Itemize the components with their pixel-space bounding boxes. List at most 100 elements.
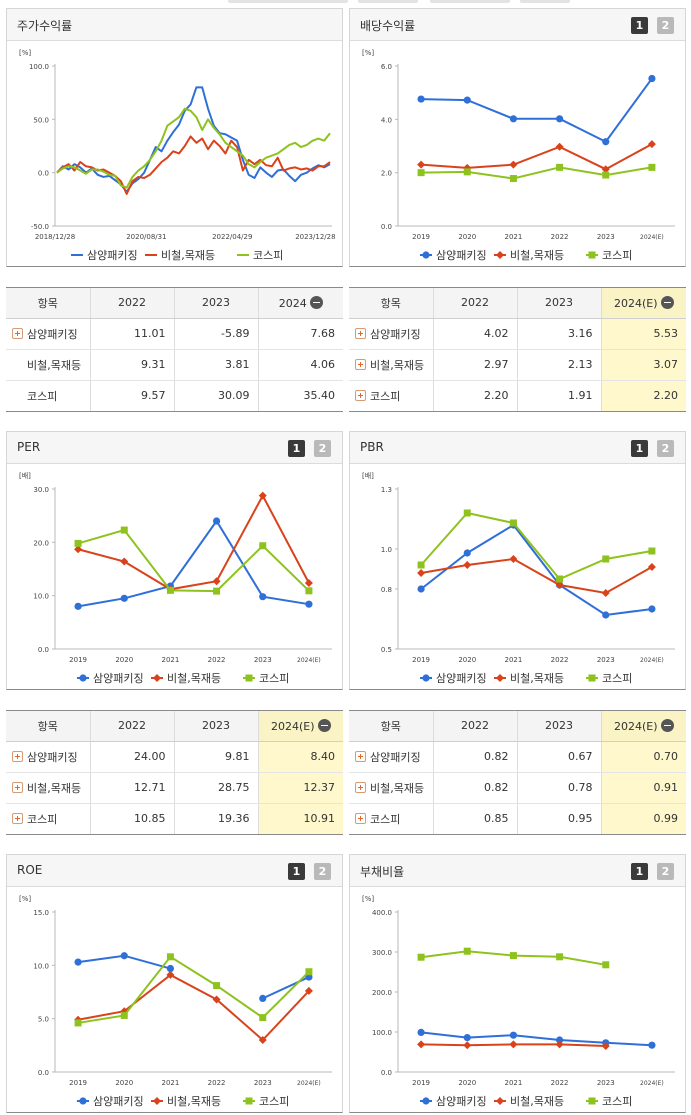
data-point (259, 994, 267, 1002)
minus-circle-icon[interactable] (660, 295, 674, 309)
data-point (417, 1028, 425, 1036)
table-cell: 9.31 (89, 349, 174, 381)
legend-marker (496, 251, 504, 259)
page-1-icon[interactable]: 1 (288, 863, 305, 880)
plus-square-icon[interactable] (12, 781, 23, 793)
panel-title: PBR (360, 440, 384, 454)
legend-item: 비철,목재등 (145, 249, 215, 262)
plus-square-icon[interactable] (355, 750, 366, 762)
y-tick-label: 100.0 (372, 1029, 392, 1037)
legend-item: 삼양패키징 (420, 1095, 487, 1108)
page-1-icon[interactable]: 1 (288, 440, 305, 457)
legend-label: 삼양패키징 (436, 249, 487, 262)
x-tick-label: 2022 (208, 656, 226, 664)
data-point (509, 1040, 518, 1049)
series-0 (74, 517, 313, 610)
table-cell: 2.20 (432, 380, 517, 411)
legend-label: 비철,목재등 (167, 672, 221, 685)
page-1-icon[interactable]: 1 (631, 440, 648, 457)
x-tick-label: 2020 (458, 233, 476, 241)
legend-label: 삼양패키징 (436, 1095, 487, 1108)
legend-label: 코스피 (259, 672, 289, 685)
table-cell: 3.07 (600, 349, 686, 381)
legend-label: 코스피 (602, 1095, 632, 1108)
panel-header: 배당수익률 1 2 (350, 9, 685, 41)
x-tick-label: 2023 (254, 1079, 272, 1087)
legend-label: 삼양패키징 (93, 1095, 144, 1108)
y-tick-label: 0.0 (381, 223, 392, 231)
y-tick-label: 0.0 (38, 170, 49, 178)
legend-item: 코스피 (586, 672, 632, 685)
x-tick-label: 2018/12/28 (35, 233, 75, 241)
plus-square-icon[interactable] (355, 812, 366, 824)
data-point (463, 561, 472, 569)
minus-circle-icon[interactable] (660, 718, 674, 732)
x-tick-label: 2023 (597, 233, 615, 241)
table-header: 2024(E) (257, 711, 343, 742)
table-cell: 4.06 (257, 349, 343, 381)
x-tick-label: 2019 (69, 656, 87, 664)
legend-label: 코스피 (602, 249, 632, 262)
table-header: 항목 (349, 288, 433, 319)
data-point (166, 586, 174, 594)
y-tick-label: -50.0 (31, 223, 49, 231)
data-point (601, 165, 610, 174)
data-point (166, 970, 175, 979)
page-2-icon[interactable]: 2 (314, 863, 331, 880)
legend-item: 삼양패키징 (71, 249, 138, 262)
plus-square-icon[interactable] (355, 389, 366, 401)
page-2-icon[interactable]: 2 (657, 17, 674, 34)
series-line (420, 523, 653, 617)
minus-circle-icon[interactable] (317, 718, 331, 732)
plus-square-icon[interactable] (355, 781, 366, 793)
panel-title: 주가수익률 (17, 19, 73, 33)
series-1 (74, 491, 313, 594)
series-2 (417, 947, 610, 969)
data-point (417, 585, 425, 593)
plus-square-icon[interactable] (12, 750, 23, 762)
series-0 (74, 952, 313, 1002)
data-point (305, 587, 313, 595)
page-2-icon[interactable]: 2 (657, 863, 674, 880)
table-cell: 10.85 (89, 803, 174, 834)
minus-circle-icon[interactable] (309, 295, 323, 309)
y-tick-label: 20.0 (33, 539, 49, 547)
table-row: 비철,목재등 0.82 0.78 0.91 (349, 772, 686, 804)
table-row: 비철,목재등 2.97 2.13 3.07 (349, 349, 686, 381)
panel-title: ROE (17, 863, 43, 877)
plus-square-icon[interactable] (355, 358, 366, 370)
data-point (647, 140, 656, 149)
plus-square-icon[interactable] (12, 812, 23, 824)
y-tick-label: 10.0 (33, 962, 49, 970)
table-cell: 0.82 (432, 772, 517, 804)
unit-label: [%] (362, 49, 374, 57)
series-2 (74, 953, 313, 1027)
x-tick-label: 2022 (551, 233, 569, 241)
table-row: 비철,목재등 12.71 28.75 12.37 (6, 772, 343, 804)
x-tick-label: 2020 (458, 656, 476, 664)
page-2-icon[interactable]: 2 (657, 440, 674, 457)
unit-label: [%] (19, 895, 31, 903)
x-tick-label: 2020/08/31 (126, 233, 166, 241)
row-label: 코스피 (349, 803, 433, 834)
data-point (120, 594, 128, 602)
y-tick-label: 1.0 (381, 546, 392, 554)
row-label: 비철,목재등 (349, 349, 433, 381)
data-point (509, 519, 517, 527)
y-tick-label: 0.0 (38, 1069, 49, 1077)
legend-marker (422, 251, 430, 259)
x-tick-label: 2024(E) (640, 234, 664, 241)
plus-square-icon[interactable] (355, 327, 366, 339)
page-1-icon[interactable]: 1 (631, 17, 648, 34)
legend-label: 비철,목재등 (510, 249, 564, 262)
table-cell: 2.13 (516, 349, 601, 381)
x-tick-label: 2023 (597, 656, 615, 664)
row-label: 비철,목재등 (6, 349, 90, 381)
page-2-icon[interactable]: 2 (314, 440, 331, 457)
legend-item: 삼양패키징 (77, 672, 144, 685)
x-tick-label: 2021 (505, 233, 523, 241)
legend-marker (153, 1097, 161, 1105)
plus-square-icon[interactable] (12, 327, 23, 339)
data-point (463, 549, 471, 557)
page-1-icon[interactable]: 1 (631, 863, 648, 880)
